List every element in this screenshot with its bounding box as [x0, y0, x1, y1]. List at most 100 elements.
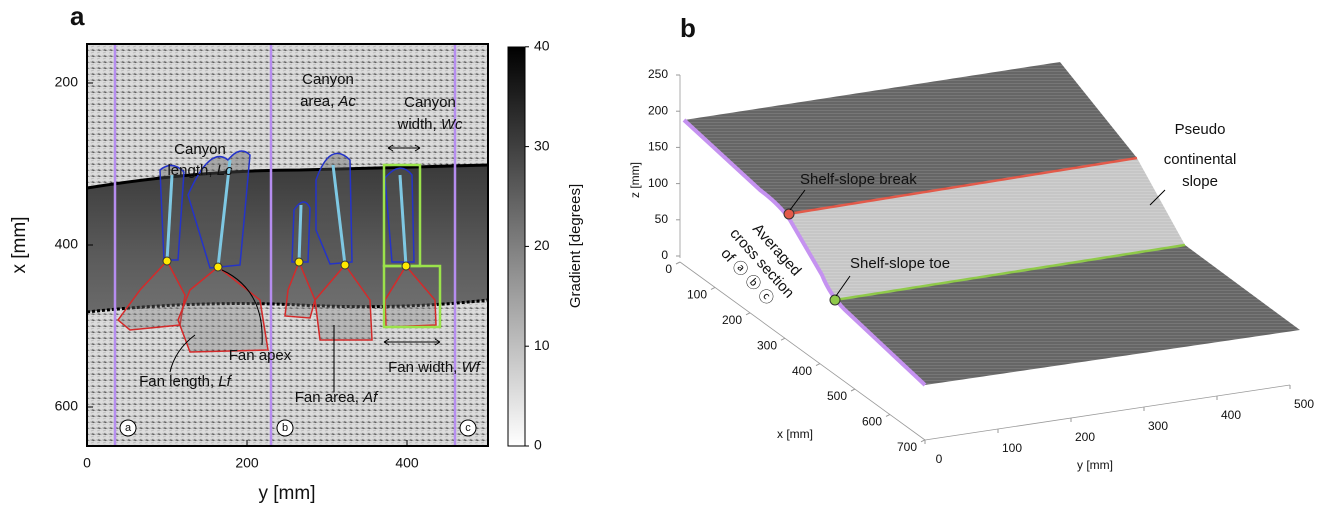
break-point — [783, 208, 795, 220]
annotation: width, — [396, 116, 440, 133]
annotation: Canyon — [174, 141, 226, 158]
annotation: area, Ac — [300, 93, 356, 110]
section-lines — [113, 44, 457, 446]
toe-line — [834, 243, 1186, 302]
annotation: length, — [167, 162, 216, 179]
y-tick-label: 300 — [1148, 419, 1168, 433]
annotation: Fan width, — [388, 359, 461, 376]
canyon-outlines — [159, 150, 415, 269]
x-tick — [780, 337, 786, 341]
x-tick-label: 700 — [897, 440, 917, 454]
x-tick-label: 200 — [235, 455, 259, 471]
symbol: Lc — [217, 162, 233, 179]
annotation: Fan length, Lf — [139, 373, 233, 390]
x-tick — [885, 413, 891, 417]
symbol: Ac — [337, 93, 356, 110]
panel-a: a — [9, 1, 584, 504]
y-tick-label: 100 — [1002, 441, 1022, 455]
dark-band — [87, 165, 488, 312]
colorbar-label: Gradient [degrees] — [567, 184, 584, 308]
y-tick-label: 600 — [55, 398, 79, 414]
annotation: Fan length, — [139, 373, 218, 390]
annotation: area, — [300, 93, 338, 110]
canyon-thalwegs — [165, 159, 408, 268]
annotation: Shelf-slope break — [800, 171, 917, 188]
annotation: Shelf-slope toe — [850, 255, 950, 272]
panel-label: b — [680, 13, 696, 43]
fan-apexes — [162, 256, 411, 272]
y-tick-label: 200 — [55, 74, 79, 90]
annotation: width, Wc — [396, 116, 463, 133]
section-markers — [119, 419, 477, 437]
symbol: Af — [362, 389, 379, 406]
x-tick-label: 100 — [687, 288, 707, 302]
annotation: slope — [1182, 173, 1218, 190]
colorbar-tick-label: 0 — [534, 437, 542, 453]
y-tick-label: 500 — [1294, 397, 1314, 411]
z-tick-label: 250 — [648, 67, 668, 81]
shelf-edge — [86, 163, 489, 190]
colorbar-tick-label: 30 — [534, 137, 550, 153]
x-tick-label: 300 — [757, 338, 777, 352]
annotation: Fan apex — [229, 347, 292, 364]
x-tick-label: 200 — [722, 313, 742, 327]
x-tick — [920, 439, 926, 443]
y-tick-label: 400 — [55, 236, 79, 252]
z-axis-label: z [mm] — [628, 162, 642, 198]
panel-label: a — [70, 1, 85, 31]
leader-lines — [169, 144, 441, 392]
x-tick — [675, 261, 681, 265]
x-tick-label: 400 — [395, 455, 419, 471]
x-tick-label: 0 — [665, 262, 672, 276]
z-tick-label: 50 — [655, 212, 669, 226]
annotation: Canyon — [404, 94, 456, 111]
section-marker: b — [282, 422, 288, 434]
y-axis-label: x [mm] — [9, 217, 30, 274]
symbol: Wc — [441, 116, 463, 133]
symbol: Wf — [462, 359, 482, 376]
panel-b: b Shelf-slope break Shelf-slope toe Pseu… — [628, 13, 1300, 472]
x-axis-label: x [mm] — [777, 427, 813, 441]
lower-shelf — [835, 245, 1300, 385]
colorbar-tick-label: 10 — [534, 337, 550, 353]
x-tick — [745, 312, 751, 316]
colorbar-tick-label: 40 — [534, 38, 550, 54]
annotation: length, Lc — [167, 162, 233, 179]
x-tick — [815, 363, 821, 367]
annotation: Fan width, Wf — [388, 359, 482, 376]
y-tick-label: 0 — [936, 452, 943, 466]
section-marker: c — [465, 422, 471, 434]
z-tick-label: 200 — [648, 103, 668, 117]
section-marker: a — [125, 422, 132, 434]
x-tick-label: 400 — [792, 364, 812, 378]
leader-line — [835, 275, 851, 297]
x-tick — [850, 388, 856, 392]
fan-outlines — [116, 259, 437, 353]
z-tick-label: 0 — [661, 248, 668, 262]
slope-surface — [788, 158, 1185, 300]
x-tick-label: 0 — [83, 455, 91, 471]
leader-line — [1149, 189, 1166, 206]
colorbar-tick-label: 20 — [534, 237, 550, 253]
axis-frame — [679, 75, 1291, 441]
toe-point — [829, 294, 841, 306]
z-tick-label: 100 — [648, 176, 668, 190]
annotation: Fan area, — [295, 389, 363, 406]
toe-edge — [86, 298, 489, 314]
symbol: Lf — [218, 373, 232, 390]
y-tick-label: 200 — [1075, 430, 1095, 444]
z-tick-label: 150 — [648, 140, 668, 154]
annotation: Fan area, Af — [295, 389, 379, 406]
leader-line — [789, 189, 806, 211]
y-axis-label: y [mm] — [1077, 458, 1113, 472]
colorbar — [507, 46, 526, 447]
annotation: continental — [1164, 151, 1237, 168]
x-tick-label: 500 — [827, 389, 847, 403]
annotation: Pseudo — [1175, 121, 1226, 138]
x-tick — [710, 286, 716, 290]
x-axis-label: y [mm] — [259, 483, 316, 504]
x-tick-label: 600 — [862, 415, 882, 429]
break-line — [787, 156, 1138, 216]
annotation: Canyon — [302, 71, 354, 88]
